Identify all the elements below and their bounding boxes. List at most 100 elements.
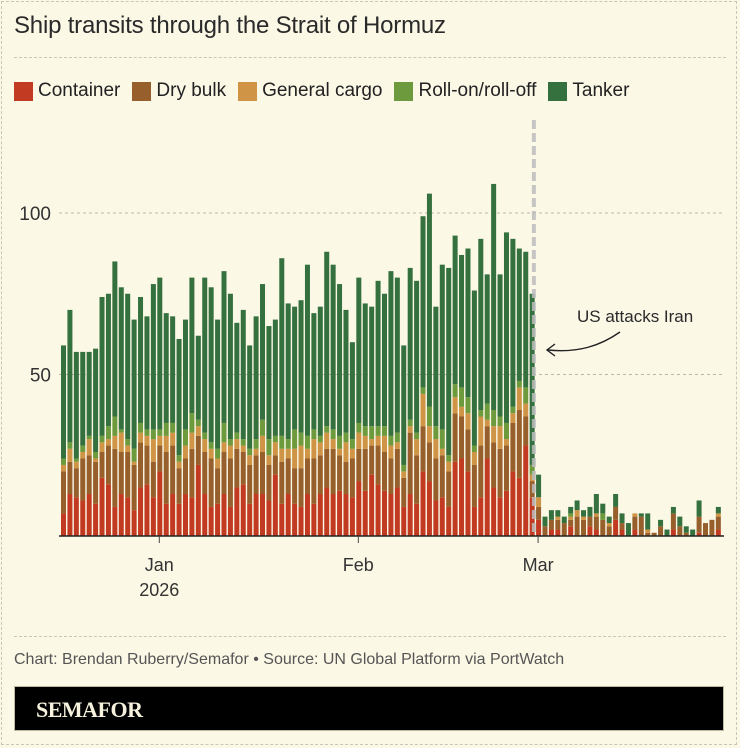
bar-segment	[253, 494, 259, 536]
bar-segment	[311, 313, 317, 430]
bar-segment	[112, 506, 118, 536]
bar-segment	[253, 439, 259, 449]
bar-segment	[600, 519, 606, 536]
bar-segment	[61, 471, 66, 514]
bar-segment	[330, 448, 336, 495]
bar-segment	[452, 384, 458, 398]
bar-segment	[478, 410, 484, 417]
bar-segment	[285, 448, 291, 459]
bar-segment	[99, 435, 105, 443]
bar-segment	[311, 429, 317, 440]
bar-segment	[304, 435, 310, 449]
bar-segment	[529, 293, 535, 465]
bar-segment	[503, 490, 509, 536]
bar-segment	[67, 494, 73, 536]
bar-segment	[606, 526, 612, 536]
bar-segment	[510, 238, 516, 407]
bar-segment	[632, 529, 638, 536]
bar-segment	[471, 506, 477, 536]
bar-segment	[433, 500, 439, 536]
bar-segment	[260, 284, 266, 420]
bar-segment	[125, 439, 131, 446]
bar-segment	[459, 387, 465, 407]
bar-segment	[240, 452, 246, 485]
bar-segment	[285, 303, 291, 440]
bar-segment	[446, 506, 452, 536]
bar-segment	[150, 497, 156, 536]
bar-segment	[356, 422, 362, 433]
bar-segment	[337, 435, 343, 449]
bar-segment	[324, 487, 330, 536]
bar-segment	[118, 432, 124, 453]
bar-segment	[465, 429, 471, 472]
bar-segment	[234, 432, 240, 440]
bar-segment	[150, 429, 156, 440]
bar-segment	[272, 442, 278, 456]
bar-segment	[523, 445, 529, 536]
bar-segment	[272, 435, 278, 443]
legend-item-roll-on-roll-off: Roll-on/roll-off	[394, 80, 536, 102]
bar-segment	[247, 503, 253, 536]
bar-segment	[279, 258, 285, 436]
legend-item-dry-bulk: Dry bulk	[132, 80, 226, 102]
legend-label: Container	[38, 80, 121, 101]
bar-segment	[349, 458, 355, 498]
bar-segment	[298, 506, 304, 536]
bar-segment	[99, 442, 105, 453]
bar-segment	[581, 519, 587, 536]
bar-segment	[324, 448, 330, 488]
bar-segment	[105, 445, 111, 485]
bar-segment	[202, 494, 208, 536]
bar-segment	[446, 267, 452, 456]
bar-segment	[523, 416, 529, 446]
bar-segment	[382, 426, 387, 436]
bar-segment	[343, 461, 349, 495]
bar-segment	[189, 497, 195, 536]
bar-segment	[471, 445, 477, 453]
bar-segment	[696, 532, 702, 536]
bar-segment	[272, 455, 278, 475]
bar-segment	[227, 506, 233, 536]
bar-segment	[401, 477, 407, 507]
bar-segment	[568, 526, 574, 536]
bar-segment	[138, 442, 144, 488]
bar-segment	[86, 439, 92, 456]
bar-segment	[529, 464, 535, 475]
bar-segment	[465, 413, 471, 430]
bar-segment	[157, 429, 163, 436]
bar-segment	[99, 477, 105, 536]
bar-segment	[99, 452, 105, 478]
arrowhead-icon	[545, 343, 556, 357]
bar-segment	[208, 442, 214, 449]
bar-segment	[555, 519, 561, 530]
bar-segment	[394, 487, 400, 536]
bar-segment	[227, 458, 233, 507]
bar-segment	[574, 510, 580, 517]
bar-segment	[613, 519, 619, 536]
bar-segment	[337, 284, 343, 436]
bar-segment	[478, 416, 484, 446]
bar-segment	[407, 419, 413, 427]
bar-segment	[105, 484, 111, 536]
bar-segment	[497, 274, 503, 417]
bar-segment	[317, 435, 323, 443]
bar-segment	[80, 458, 86, 501]
bar-segment	[131, 448, 137, 462]
bar-segment	[414, 455, 420, 504]
bar-segment	[632, 516, 638, 530]
bar-segment	[144, 316, 150, 430]
footer-divider	[14, 636, 726, 637]
bar-segment	[221, 442, 227, 453]
bar-segment	[317, 306, 323, 436]
bar-segment	[658, 519, 664, 527]
bar-segment	[433, 306, 439, 427]
bar-segment	[93, 503, 99, 536]
bar-segment	[221, 271, 227, 423]
bar-segment	[446, 455, 452, 462]
bar-segment	[215, 468, 221, 504]
bar-segment	[311, 503, 317, 536]
bar-segment	[150, 439, 156, 462]
bar-segment	[170, 494, 176, 536]
bar-segment	[73, 497, 79, 536]
bar-segment	[202, 277, 208, 433]
